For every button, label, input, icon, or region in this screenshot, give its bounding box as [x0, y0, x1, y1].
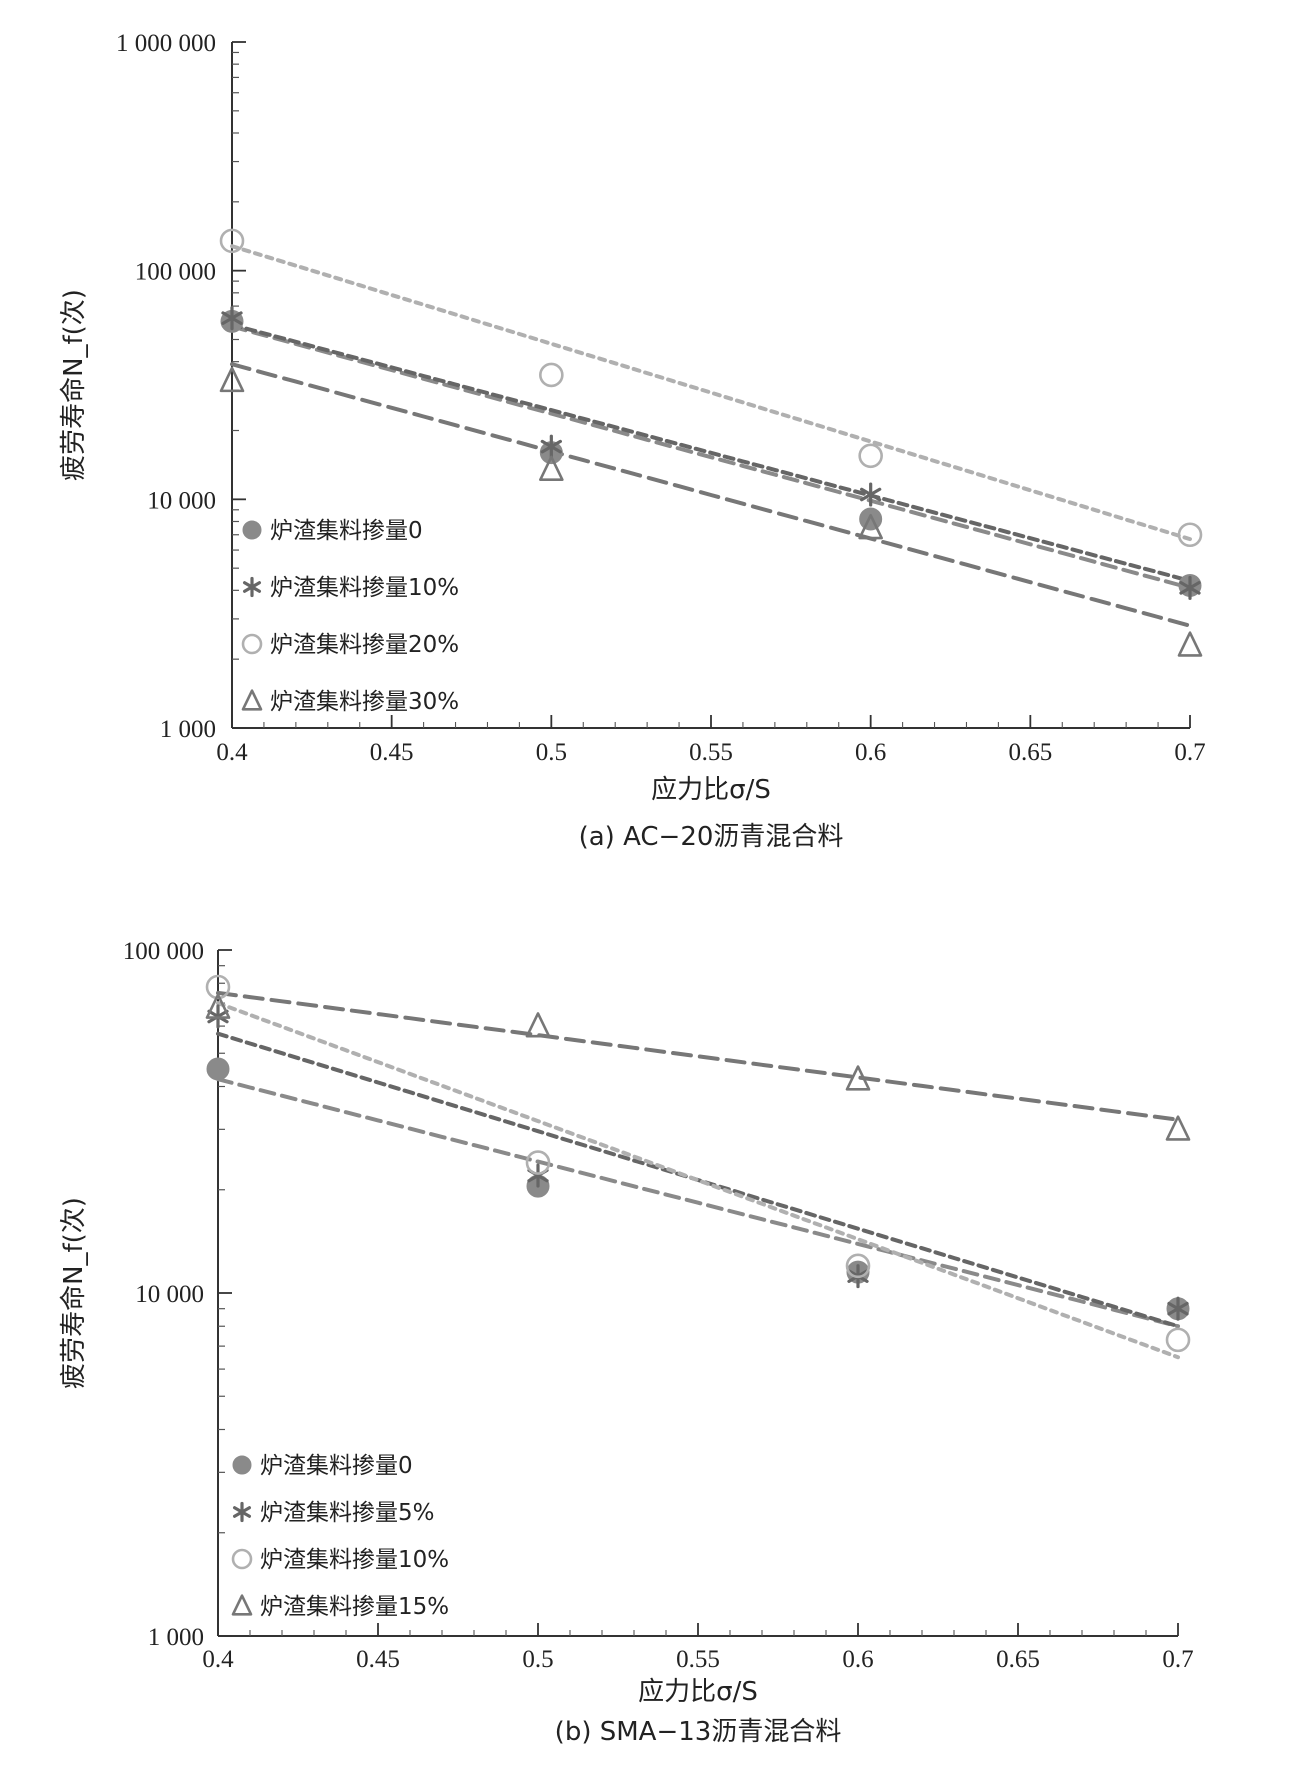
data-point-series-3 — [845, 1253, 871, 1279]
data-point-series-4 — [525, 1012, 551, 1038]
y-tick-label: 100 000 — [123, 938, 204, 965]
data-point-series-3 — [1165, 1327, 1191, 1353]
data-point-series-4 — [539, 455, 564, 481]
data-point-series-2 — [1179, 575, 1201, 600]
y-tick-label: 1 000 — [160, 716, 216, 743]
data-point-series-2 — [1167, 1296, 1189, 1321]
x-tick-label: 0.5 — [536, 739, 567, 766]
legend-marker — [241, 633, 263, 655]
data-point-series-3 — [205, 974, 231, 1000]
legend-label: 炉渣集料掺量10% — [270, 575, 459, 601]
data-point-series-4 — [858, 513, 883, 540]
y-tick-label: 10 000 — [147, 487, 216, 514]
legend-marker — [232, 1501, 252, 1523]
legend-marker — [231, 1548, 253, 1570]
x-tick-label: 0.45 — [356, 1646, 400, 1673]
x-tick-label: 0.55 — [676, 1646, 720, 1673]
legend-label: 炉渣集料掺量30% — [270, 689, 459, 715]
x-tick-label: 0.5 — [522, 1646, 553, 1673]
legend-marker — [242, 520, 262, 540]
legend-label: 炉渣集料掺量10% — [260, 1547, 449, 1573]
y-tick-label: 1 000 — [148, 1624, 204, 1651]
x-tick-label: 0.45 — [370, 739, 414, 766]
trendline-4 — [230, 362, 1192, 628]
x-tick-label: 0.4 — [216, 739, 248, 766]
x-tick-label: 0.65 — [996, 1646, 1040, 1673]
legend-label: 炉渣集料掺量0 — [260, 1453, 413, 1479]
x-tick-label: 0.55 — [689, 739, 733, 766]
y-tick-label: 100 000 — [135, 259, 216, 286]
y-tick-label: 10 000 — [135, 1281, 204, 1308]
data-point-series-2 — [860, 482, 882, 507]
trendline-1 — [216, 1077, 1180, 1329]
data-point-series-3 — [539, 362, 564, 388]
data-point-series-3 — [525, 1150, 551, 1175]
data-point-series-3 — [1177, 522, 1203, 548]
chart-caption: (b) SMA−13沥青混合料 — [555, 1717, 842, 1747]
trendline-1 — [230, 324, 1192, 590]
trendline-4 — [216, 990, 1180, 1122]
chart-panel-a: 1 000 10 000 100 000 1 000 000 0.4 0.45 0.5 0.5… — [59, 30, 1206, 852]
x-axis-title: 应力比σ/S — [651, 775, 771, 805]
legend-label: 炉渣集料掺量15% — [260, 1594, 449, 1620]
data-point-series-2 — [221, 306, 243, 331]
legend-marker — [242, 576, 262, 598]
data-point-series-4 — [845, 1065, 871, 1091]
legend-label: 炉渣集料掺量5% — [260, 1500, 435, 1526]
y-tick-label: 1 000 000 — [116, 30, 216, 57]
chart-caption: (a) AC−20沥青混合料 — [579, 822, 844, 852]
legend-label: 炉渣集料掺量20% — [270, 632, 459, 658]
x-tick-label: 0.4 — [202, 1646, 234, 1673]
data-point-series-1 — [206, 1057, 230, 1081]
data-point-series-4 — [1165, 1115, 1191, 1141]
chart-panel-b: 1 000 10 000 100 000 0.4 0.45 0.5 0.55 0.6 0.65 0… — [59, 938, 1194, 1747]
data-point-series-1 — [859, 507, 883, 531]
data-point-series-3 — [858, 443, 883, 469]
data-point-series-3 — [219, 228, 245, 254]
x-tick-label: 0.7 — [1162, 1646, 1193, 1673]
y-axis-title: 疲劳寿命N_f(次) — [59, 1197, 89, 1389]
legend-marker — [231, 1594, 253, 1616]
x-tick-label: 0.6 — [855, 739, 886, 766]
data-point-series-4 — [1177, 631, 1203, 657]
legend: 炉渣集料掺量0 炉渣集料掺量5% 炉渣集料掺量10% 炉渣集料掺量15% — [231, 1453, 449, 1620]
trendline-3 — [216, 1001, 1180, 1360]
trendline-3 — [230, 244, 1192, 542]
trendline-2 — [230, 322, 1192, 583]
legend-label: 炉渣集料掺量0 — [270, 518, 423, 544]
x-tick-label: 0.7 — [1174, 739, 1205, 766]
data-point-series-2 — [540, 434, 562, 459]
y-axis-title: 疲劳寿命N_f(次) — [59, 289, 89, 481]
x-tick-label: 0.65 — [1008, 739, 1052, 766]
data-point-series-4 — [219, 366, 245, 393]
legend-marker — [241, 689, 263, 711]
data-point-series-4 — [205, 993, 231, 1019]
legend: 炉渣集料掺量0 炉渣集料掺量10% 炉渣集料掺量20% 炉渣集料掺量30% — [241, 518, 459, 715]
x-axis-title: 应力比σ/S — [638, 1677, 758, 1707]
legend-marker — [232, 1455, 252, 1475]
x-tick-label: 0.6 — [842, 1646, 873, 1673]
